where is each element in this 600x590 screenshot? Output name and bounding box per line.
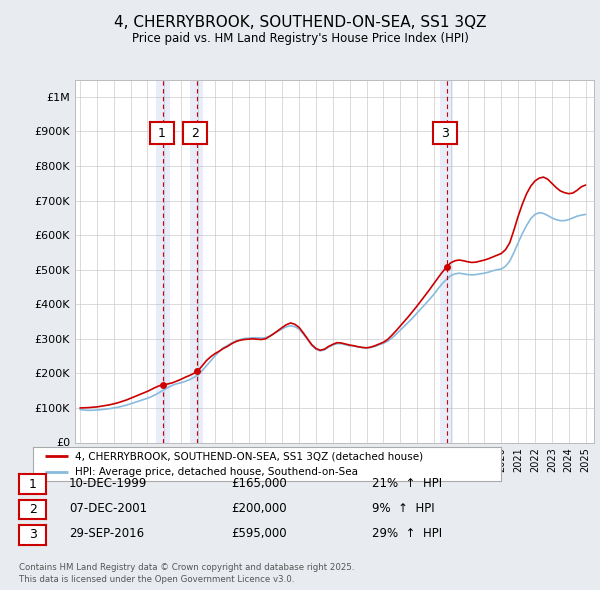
Text: 07-DEC-2001: 07-DEC-2001 [69,502,147,515]
Text: HPI: Average price, detached house, Southend-on-Sea: HPI: Average price, detached house, Sout… [75,467,358,477]
Text: 3: 3 [29,528,37,542]
Text: £200,000: £200,000 [231,502,287,515]
Text: 10-DEC-1999: 10-DEC-1999 [69,477,148,490]
Text: This data is licensed under the Open Government Licence v3.0.: This data is licensed under the Open Gov… [19,575,295,584]
Text: 2: 2 [29,503,37,516]
Text: 29%  ↑  HPI: 29% ↑ HPI [372,527,442,540]
Text: 4, CHERRYBROOK, SOUTHEND-ON-SEA, SS1 3QZ (detached house): 4, CHERRYBROOK, SOUTHEND-ON-SEA, SS1 3QZ… [75,451,423,461]
Bar [156,80,170,442]
Text: £595,000: £595,000 [231,527,287,540]
Text: Price paid vs. HM Land Registry's House Price Index (HPI): Price paid vs. HM Land Registry's House … [131,32,469,45]
Text: Contains HM Land Registry data © Crown copyright and database right 2025.: Contains HM Land Registry data © Crown c… [19,563,355,572]
Text: £165,000: £165,000 [231,477,287,490]
Text: 21%  ↑  HPI: 21% ↑ HPI [372,477,442,490]
Text: 1: 1 [158,127,166,140]
Bar [190,80,203,442]
Text: 29-SEP-2016: 29-SEP-2016 [69,527,144,540]
Text: 3: 3 [442,127,449,140]
Text: 1: 1 [29,477,37,491]
Text: 9%  ↑  HPI: 9% ↑ HPI [372,502,434,515]
Bar [440,80,453,442]
Text: 4, CHERRYBROOK, SOUTHEND-ON-SEA, SS1 3QZ: 4, CHERRYBROOK, SOUTHEND-ON-SEA, SS1 3QZ [114,15,486,30]
Text: 2: 2 [191,127,199,140]
